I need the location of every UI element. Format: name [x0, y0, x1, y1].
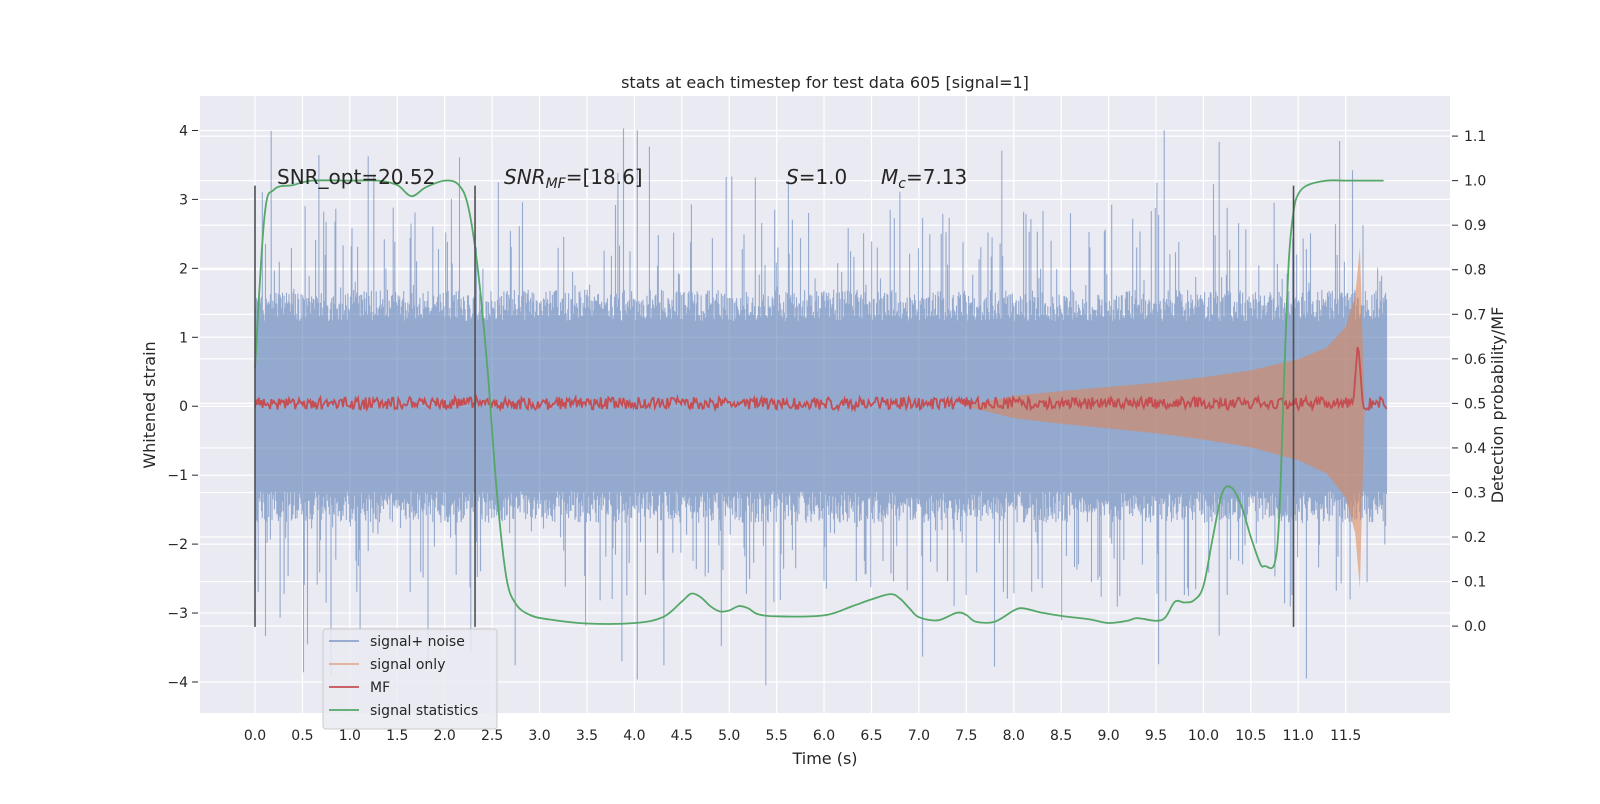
x-tick-label: 0.5: [291, 728, 313, 744]
series-signal-only: [966, 247, 1365, 589]
mc-subscript: c: [898, 176, 906, 192]
legend-item: MF: [329, 680, 390, 696]
y-axis-label: Whitened strain: [140, 341, 159, 468]
annotation-snr-opt: SNR_opt=20.52: [277, 165, 435, 189]
x-tick-label: 6.5: [860, 728, 882, 744]
x-tick-label: 2.0: [434, 728, 456, 744]
y2-axis-label: Detection probability/MF: [1488, 307, 1507, 504]
y-tick-label: 3: [179, 192, 188, 208]
y-tick-label: 1: [179, 330, 188, 346]
x-tick-label: 7.5: [955, 728, 977, 744]
y2-tick-label: 1.0: [1464, 174, 1486, 190]
y-tick-label: 4: [179, 123, 188, 139]
y2-tick-label: 0.8: [1464, 263, 1486, 279]
y-tick-label: 2: [179, 261, 188, 277]
y-tick-label: 0: [179, 399, 188, 415]
legend-label: MF: [370, 680, 390, 696]
x-tick-label: 3.0: [528, 728, 550, 744]
mc-value: =7.13: [906, 165, 967, 189]
x-tick-label: 5.0: [718, 728, 740, 744]
x-tick-label: 8.0: [1003, 728, 1025, 744]
snr-mf-value: =[18.6]: [566, 165, 643, 189]
snr-mf-subscript: MF: [546, 176, 567, 192]
series-layer: [254, 128, 1388, 686]
y2-tick-label: 0.3: [1464, 485, 1486, 501]
series-mf: [254, 346, 1388, 413]
snr-mf-symbol: SNR: [504, 165, 546, 189]
y2-tick-label: 0.0: [1464, 619, 1486, 635]
x-tick-label: 9.5: [1145, 728, 1167, 744]
y2-tick-label: 1.1: [1464, 129, 1486, 145]
y2-tick-label: 0.1: [1464, 575, 1486, 591]
x-tick-label: 8.5: [1050, 728, 1072, 744]
mc-symbol: M: [881, 165, 898, 189]
s-symbol: S: [786, 165, 799, 189]
x-tick-label: 1.0: [339, 728, 361, 744]
legend-label: signal only: [370, 657, 445, 673]
axes: 0.0 0.5 1.0 1.5 2.0 2.5 3.0 3.5 4.0 4.5 5.0 5.5 6.0 6…: [167, 123, 1486, 744]
x-tick-label: 11.5: [1330, 728, 1361, 744]
y-tick-label: −4: [167, 675, 188, 691]
x-axis-label: Time (s): [791, 749, 857, 768]
chart-title: stats at each timestep for test data 605…: [621, 73, 1029, 92]
annotation-snr-mf: SNRMF=[18.6]: [504, 165, 643, 192]
legend-item: signal only: [329, 657, 445, 673]
annotation-s: S=1.0: [786, 165, 847, 189]
legend-item: signal+ noise: [329, 634, 465, 650]
x-tick-label: 4.5: [671, 728, 693, 744]
legend-label: signal+ noise: [370, 634, 465, 650]
y2-tick-label: 0.5: [1464, 396, 1486, 412]
x-tick-label: 10.0: [1188, 728, 1219, 744]
y-tick-label: −1: [167, 468, 188, 484]
legend-item: signal statistics: [329, 703, 478, 719]
x-tick-label: 2.5: [481, 728, 503, 744]
vertical-markers: [254, 185, 1295, 627]
y2-tick-label: 0.7: [1464, 307, 1486, 323]
legend-label: signal statistics: [370, 703, 478, 719]
legend-box: [322, 628, 498, 730]
x-tick-label: 7.0: [908, 728, 930, 744]
x-tick-label: 6.0: [813, 728, 835, 744]
x-tick-label: 5.5: [765, 728, 787, 744]
s-value: =1.0: [799, 165, 848, 189]
x-tick-label: 1.5: [386, 728, 408, 744]
x-tick-label: 4.0: [623, 728, 645, 744]
legend: signal+ noise signal only MF signal statist…: [322, 628, 498, 730]
annotation-mc: Mc=7.13: [881, 165, 967, 192]
y2-tick-label: 0.2: [1464, 530, 1486, 546]
series-signal-statistics: [254, 179, 1384, 625]
x-tick-label: 11.0: [1283, 728, 1314, 744]
y-tick-label: −3: [167, 606, 188, 622]
x-tick-label: 9.0: [1097, 728, 1119, 744]
x-tick-label: 10.5: [1235, 728, 1266, 744]
x-tick-label: 0.0: [244, 728, 266, 744]
y2-tick-label: 0.9: [1464, 218, 1486, 234]
y2-tick-label: 0.4: [1464, 441, 1486, 457]
y-tick-label: −2: [167, 537, 188, 553]
y2-tick-label: 0.6: [1464, 352, 1486, 368]
x-tick-label: 3.5: [576, 728, 598, 744]
